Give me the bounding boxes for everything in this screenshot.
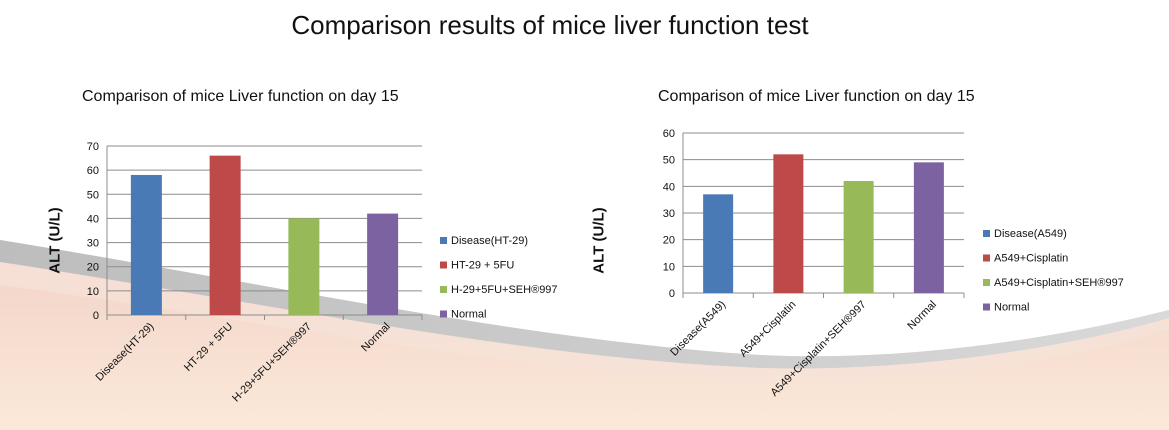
legend-swatch — [440, 261, 447, 269]
y-tick-label: 10 — [663, 261, 675, 273]
bar — [773, 154, 804, 293]
y-tick-label: 10 — [87, 286, 99, 298]
legend-swatch — [983, 279, 990, 286]
x-tick-label: A549+Cisplatin — [737, 299, 798, 360]
bar — [843, 181, 874, 293]
bar — [130, 174, 162, 315]
y-tick-label: 40 — [663, 181, 675, 193]
chart-title-left: Comparison of mice Liver function on day… — [82, 88, 399, 105]
y-tick-label: 40 — [87, 213, 99, 225]
chart-title-right: Comparison of mice Liver function on day… — [658, 88, 975, 105]
legend-swatch — [983, 230, 990, 237]
legend-label: Disease(A549) — [994, 228, 1067, 240]
legend-label: HT-29 + 5FU — [451, 260, 514, 272]
legend-label: H-29+5FU+SEH®997 — [451, 284, 558, 296]
legend-swatch — [440, 310, 447, 318]
y-tick-label: 20 — [663, 235, 675, 247]
legend-swatch — [440, 286, 447, 293]
y-tick-label: 0 — [669, 288, 675, 300]
y-tick-label: 70 — [87, 141, 99, 153]
y-tick-label: 50 — [663, 155, 675, 167]
bar — [703, 194, 734, 293]
y-tick-label: 50 — [87, 189, 99, 201]
legend-swatch — [440, 237, 447, 244]
legend-label: Disease(HT-29) — [451, 235, 528, 247]
y-tick-label: 30 — [87, 238, 99, 250]
legend-label: Normal — [994, 302, 1029, 314]
legend-label: A549+Cisplatin+SEH®997 — [994, 277, 1124, 289]
legend-label: Normal — [451, 309, 486, 321]
bar — [367, 213, 399, 315]
y-tick-label: 60 — [663, 128, 675, 140]
bar — [913, 162, 944, 293]
legend-label: A549+Cisplatin — [994, 253, 1068, 265]
bar — [288, 218, 320, 315]
x-tick-label: Normal — [905, 299, 939, 333]
y-tick-label: 20 — [87, 262, 99, 274]
page-title: Comparison results of mice liver functio… — [291, 10, 809, 40]
y-tick-label: 30 — [663, 208, 675, 220]
y-tick-label: 60 — [87, 165, 99, 177]
legend-swatch — [983, 254, 990, 262]
bar — [209, 155, 241, 315]
legend-swatch — [983, 303, 990, 311]
y-tick-label: 0 — [93, 310, 99, 322]
x-tick-label: Disease(A549) — [668, 299, 728, 359]
